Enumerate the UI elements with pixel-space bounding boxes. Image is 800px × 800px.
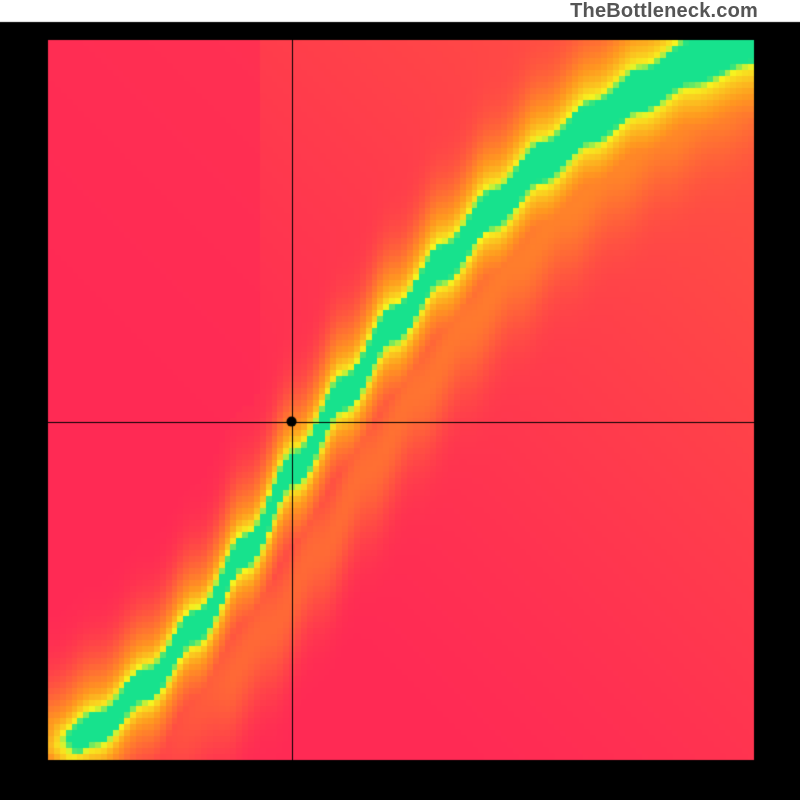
heatmap-canvas [0,0,800,800]
watermark-text: TheBottleneck.com [570,0,758,23]
stage: TheBottleneck.com [0,0,800,800]
